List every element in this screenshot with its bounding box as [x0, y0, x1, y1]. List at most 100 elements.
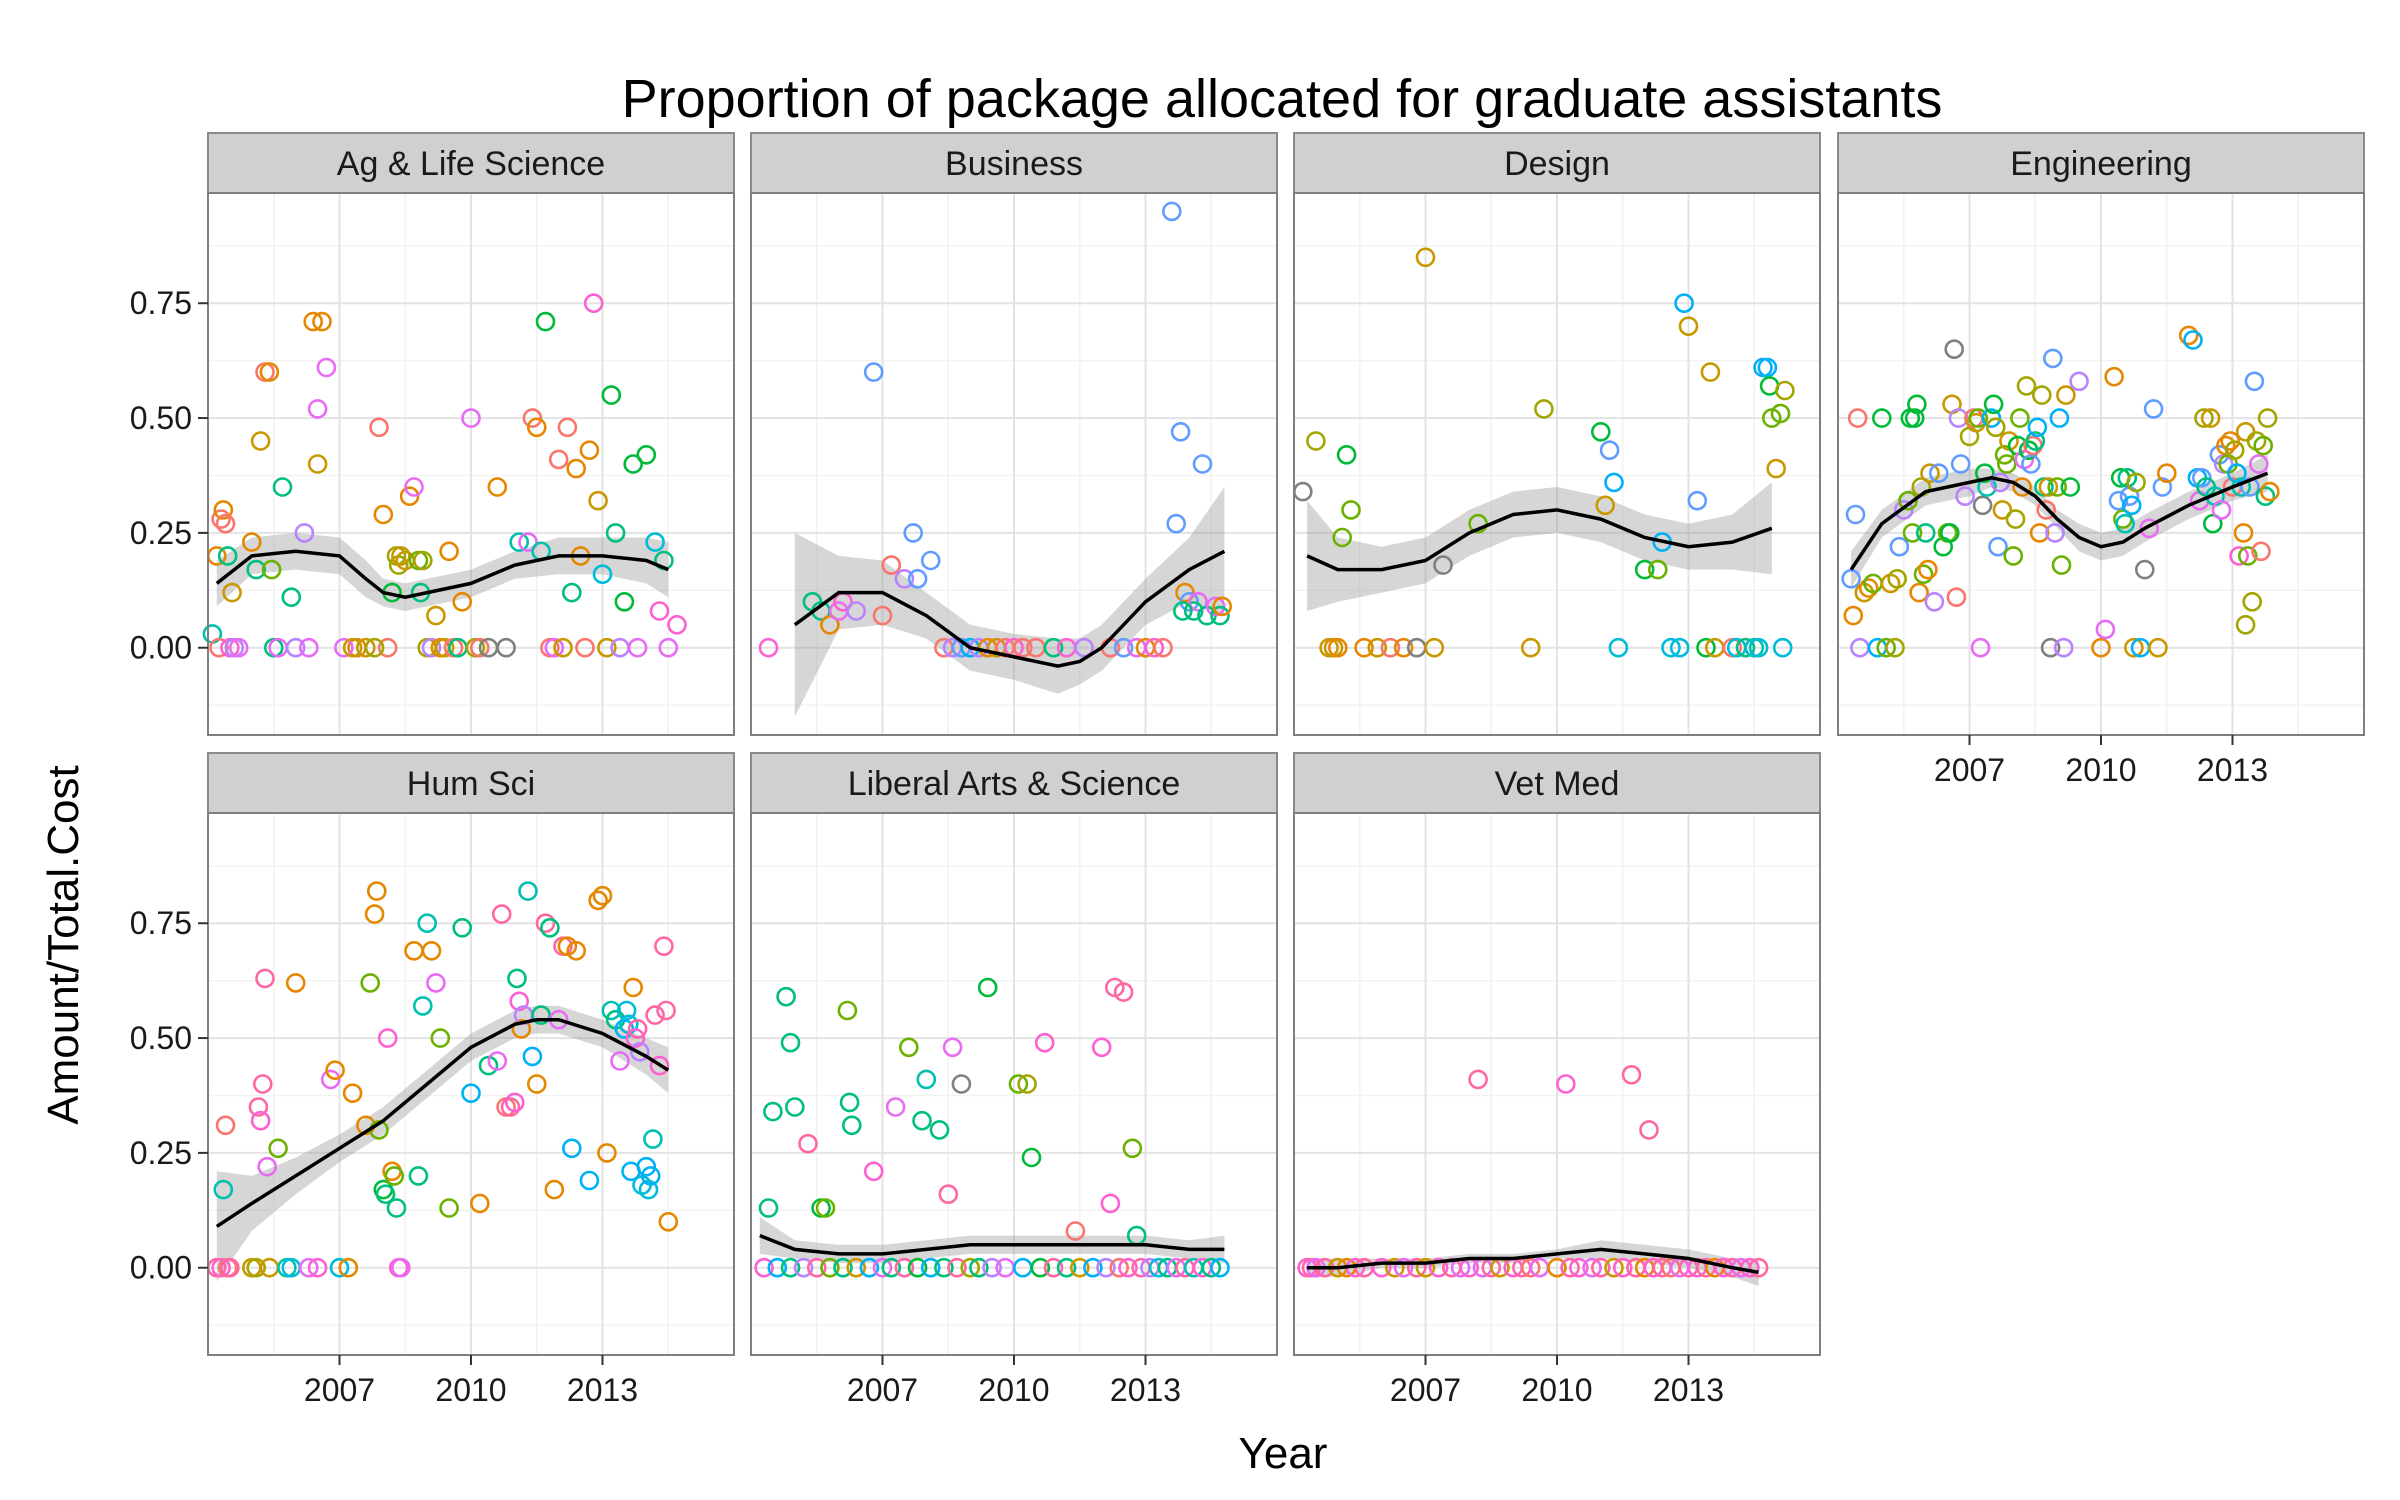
data-point: [1595, 495, 1615, 516]
data-point: [839, 1092, 860, 1113]
data-point: [1433, 555, 1453, 575]
data-point: [2115, 513, 2135, 534]
data-point: [640, 1166, 661, 1186]
data-point: [1393, 637, 1414, 658]
data-point: [2135, 559, 2155, 580]
data-point: [610, 1051, 630, 1071]
data-point: [2192, 467, 2212, 488]
data-point: [316, 357, 337, 378]
smooth-line: [793, 549, 1226, 668]
data-point: [1950, 454, 1971, 474]
data-point: [1122, 1138, 1143, 1159]
data-point: [2238, 546, 2258, 566]
smooth-line: [215, 1017, 670, 1228]
data-point: [491, 904, 512, 924]
data-point: [907, 568, 928, 589]
data-point: [307, 454, 328, 474]
facet-panel: Design: [1293, 132, 1821, 736]
data-point: [1428, 1257, 1449, 1278]
data-point: [597, 637, 617, 658]
data-point: [2104, 366, 2124, 387]
data-point: [421, 637, 442, 658]
data-point: [934, 1257, 954, 1278]
data-point: [518, 532, 538, 552]
data-point: [1556, 1074, 1576, 1094]
data-point: [1520, 637, 1541, 658]
data-point: [259, 362, 280, 382]
y-tick-label: 0.75: [130, 285, 192, 321]
data-point: [1902, 523, 1923, 543]
data-point: [863, 362, 884, 382]
data-point: [1604, 1257, 1624, 1278]
facet-strip-label: Design: [1504, 145, 1610, 183]
confidence-band: [216, 532, 669, 611]
data-point: [2157, 463, 2177, 484]
data-point: [500, 1097, 521, 1117]
data-point: [2255, 486, 2276, 507]
data-point: [977, 977, 998, 998]
facet-strip: [1293, 132, 1821, 194]
x-tick-label: 2010: [978, 1372, 1049, 1408]
data-point: [215, 1115, 236, 1136]
data-point: [2220, 431, 2241, 451]
data-point: [1845, 504, 1866, 525]
x-tick-label: 2013: [567, 1372, 638, 1408]
confidence-band: [1307, 482, 1772, 611]
data-point: [2244, 371, 2265, 392]
data-point: [1424, 637, 1445, 658]
data-point: [391, 546, 411, 566]
data-point: [217, 546, 238, 566]
data-point: [1975, 463, 1995, 484]
data-point: [2249, 454, 2269, 474]
data-point: [2025, 431, 2046, 451]
data-point: [285, 973, 306, 993]
data-point: [942, 1037, 963, 1058]
data-point: [250, 1110, 271, 1131]
data-point: [426, 973, 446, 993]
data-point: [307, 399, 328, 419]
data-point: [605, 523, 626, 543]
data-point: [281, 587, 302, 608]
data-point: [1074, 637, 1094, 658]
data-point: [1415, 247, 1436, 268]
data-point: [1621, 1065, 1642, 1085]
data-point: [2010, 408, 2030, 428]
data-point: [1520, 1257, 1541, 1278]
data-point: [1876, 637, 1896, 658]
data-point: [1994, 444, 2015, 465]
data-point: [780, 1032, 801, 1053]
data-point: [412, 996, 433, 1016]
facet-strip-label: Ag & Life Science: [337, 145, 605, 183]
data-point: [588, 490, 608, 511]
data-point: [1904, 408, 1925, 428]
data-point: [1091, 1037, 1112, 1058]
data-point: [408, 1166, 429, 1186]
data-point: [815, 1198, 836, 1218]
data-point: [303, 311, 324, 332]
data-point: [1970, 637, 1991, 658]
data-point: [2124, 637, 2144, 658]
data-point: [334, 637, 354, 658]
data-point: [1043, 1257, 1064, 1278]
data-point: [1909, 582, 1929, 603]
data-point: [2043, 348, 2063, 369]
data-point: [916, 1069, 937, 1090]
facet-panel: Ag & Life Science 0.00 0.25 0.50 0.75: [130, 132, 735, 736]
data-point: [1306, 431, 1326, 451]
data-point: [1371, 1257, 1392, 1278]
data-point: [627, 1019, 648, 1039]
data-point: [1913, 564, 1934, 585]
data-point: [2108, 490, 2129, 511]
data-point: [342, 1083, 363, 1103]
data-point: [758, 1198, 779, 1218]
data-point: [417, 913, 438, 934]
data-point: [1599, 440, 1620, 461]
panel-border: [1293, 192, 1821, 736]
data-point: [1188, 591, 1208, 612]
y-tick-label: 0.75: [130, 905, 192, 941]
data-point: [846, 601, 867, 621]
facet-strip-label: Hum Sci: [407, 765, 535, 803]
data-point: [566, 458, 587, 479]
data-point: [859, 1257, 880, 1278]
data-point: [1872, 408, 1892, 428]
